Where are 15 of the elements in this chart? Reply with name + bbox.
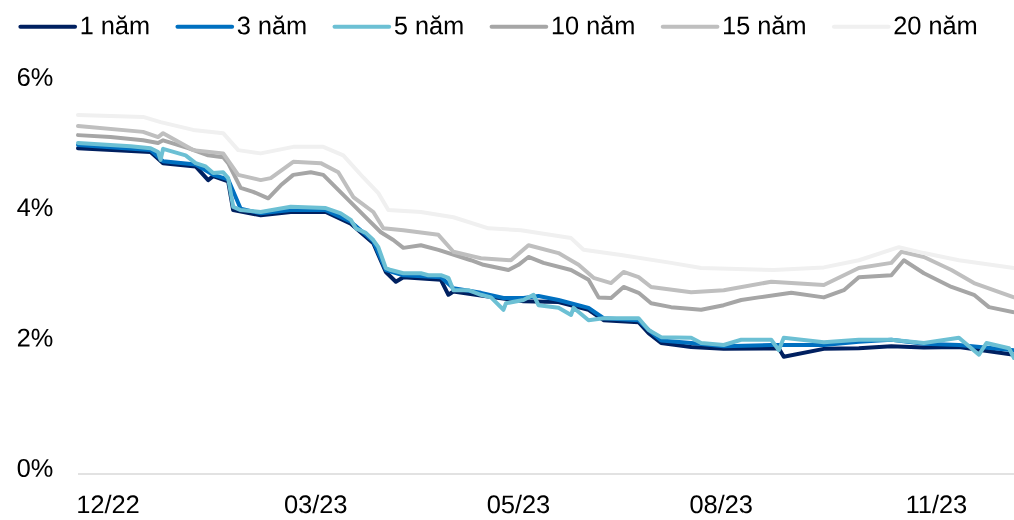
legend-label: 15 năm [724,15,805,35]
legend-label: 20 năm [894,15,977,35]
y-tick-label: 0% [17,459,53,477]
y-tick-label: 6% [17,68,53,86]
legend-label: 10 năm [552,15,634,35]
y-tick-label: 2% [17,328,53,347]
legend-label: 5 năm [394,15,463,35]
legend-label: 1 năm [81,15,149,35]
x-tick-label: 03/23 [285,494,347,514]
legend-label: 3 năm [237,15,306,35]
x-tick-label: 08/23 [690,494,752,514]
x-tick-label: 12/22 [78,494,139,514]
x-tick-label: 11/23 [907,494,967,514]
y-tick-label: 4% [17,198,53,217]
x-tick-label: 05/23 [487,494,550,514]
